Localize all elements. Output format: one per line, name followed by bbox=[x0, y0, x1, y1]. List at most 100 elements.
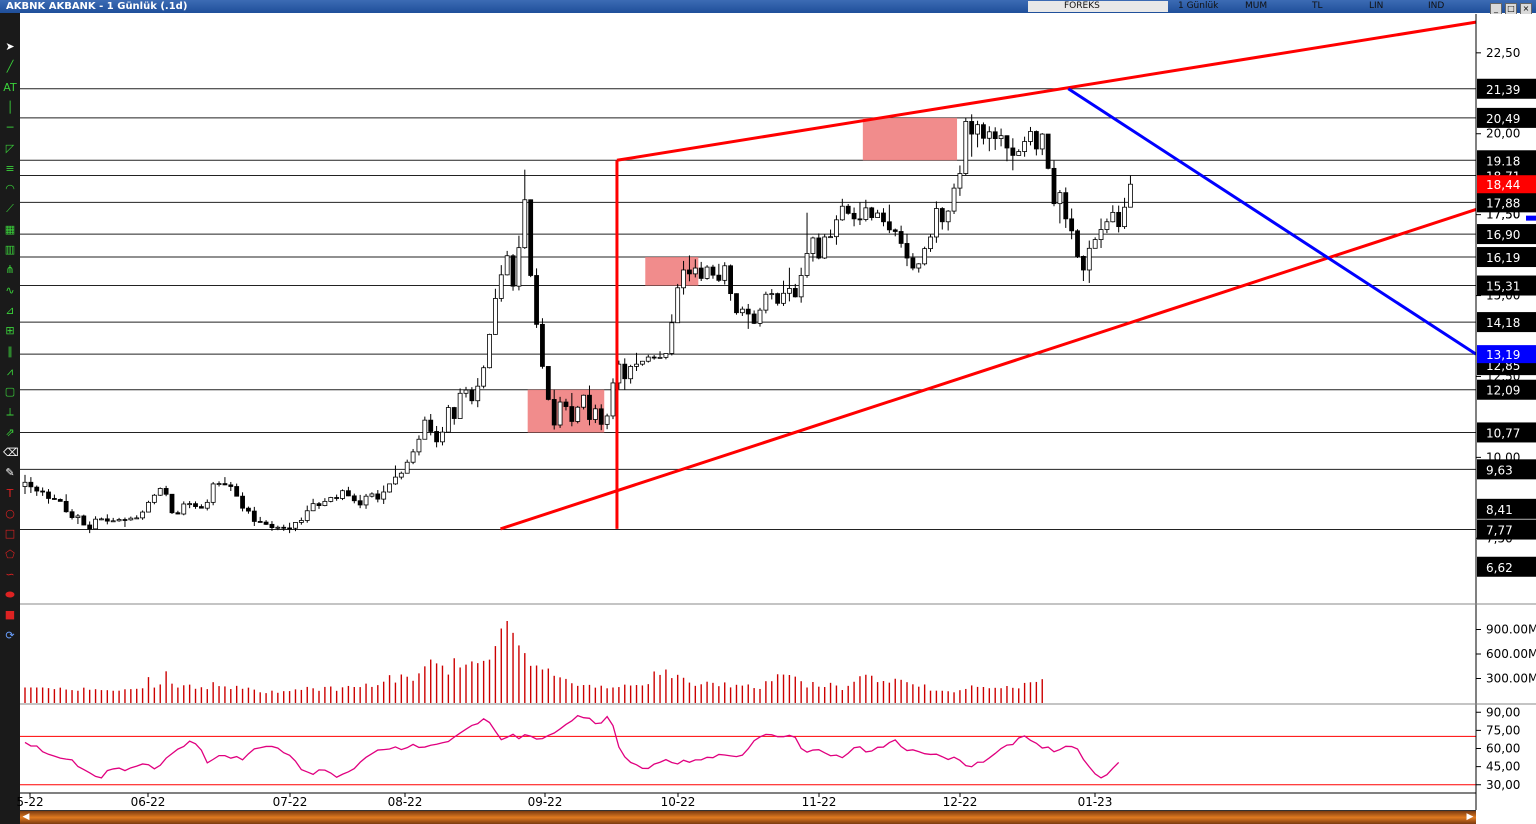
cursor-icon[interactable]: ➤ bbox=[5, 40, 15, 53]
candle bbox=[1098, 229, 1104, 240]
at-text-icon[interactable]: AT bbox=[3, 80, 17, 94]
candle bbox=[963, 121, 969, 174]
toolbar-indicators[interactable]: IND bbox=[1428, 1, 1445, 11]
maximize-button[interactable]: □ bbox=[1505, 3, 1517, 15]
candle bbox=[234, 486, 240, 497]
toolbar-strip[interactable] bbox=[1028, 1, 1168, 12]
fill-rect-icon[interactable]: ■ bbox=[4, 608, 16, 622]
candle bbox=[739, 308, 745, 314]
refresh-icon[interactable]: ⟳ bbox=[5, 628, 15, 642]
candle bbox=[122, 519, 128, 521]
candle bbox=[951, 187, 957, 212]
trendline-support bbox=[500, 208, 1477, 531]
axis-area bbox=[1476, 14, 1536, 810]
pitchfork-icon[interactable]: ⋔ bbox=[5, 263, 15, 277]
vertical-line-icon[interactable]: │ bbox=[6, 100, 14, 114]
blue-line-label: 17,50 bbox=[1486, 208, 1520, 222]
cycle-icon[interactable]: ⊞ bbox=[5, 324, 15, 338]
candle bbox=[675, 287, 681, 324]
close-button[interactable]: × bbox=[1520, 3, 1532, 15]
candle bbox=[81, 515, 87, 526]
candle bbox=[522, 199, 528, 249]
level-label: 7,77 bbox=[1486, 524, 1513, 538]
volume-tick-label: 300.00M bbox=[1486, 672, 1536, 686]
candle bbox=[110, 520, 116, 523]
candle bbox=[792, 288, 798, 298]
candle bbox=[375, 493, 381, 500]
scroll-right-icon[interactable]: ▶ bbox=[1466, 812, 1474, 822]
box-icon[interactable]: ▢ bbox=[4, 385, 16, 399]
price-tick-label: 10,00 bbox=[1486, 450, 1520, 464]
candle bbox=[204, 501, 210, 509]
candle bbox=[975, 124, 980, 135]
candle bbox=[140, 511, 146, 519]
candle bbox=[57, 499, 63, 502]
level-label-box bbox=[1477, 379, 1536, 400]
text-icon[interactable]: T bbox=[6, 486, 14, 500]
candle bbox=[40, 490, 46, 493]
candle bbox=[540, 323, 545, 367]
candle bbox=[1033, 131, 1039, 150]
candle bbox=[193, 503, 198, 507]
candle bbox=[640, 360, 645, 365]
toolbar-scale[interactable]: LIN bbox=[1369, 1, 1384, 11]
candle bbox=[769, 293, 775, 296]
candle bbox=[886, 221, 892, 231]
channel-icon[interactable]: ◸ bbox=[5, 141, 15, 155]
fibonacci-icon[interactable]: ≡ bbox=[5, 161, 15, 175]
candle bbox=[681, 269, 686, 289]
horizontal-line-icon[interactable]: ─ bbox=[6, 121, 14, 135]
candle bbox=[851, 212, 857, 220]
curve-icon[interactable]: ∽ bbox=[5, 567, 15, 581]
toolbar-currency[interactable]: TL bbox=[1312, 1, 1323, 11]
candle bbox=[645, 356, 651, 362]
zigzag-icon[interactable]: ⩘ bbox=[6, 364, 14, 378]
polygon-icon[interactable]: ⬠ bbox=[5, 547, 15, 561]
eraser-icon[interactable]: ⌫ bbox=[3, 446, 19, 459]
candle bbox=[157, 488, 163, 496]
candle bbox=[992, 131, 998, 139]
wave-icon[interactable]: ∿ bbox=[5, 283, 15, 297]
ellipse-icon[interactable]: ⬬ bbox=[5, 588, 15, 602]
toolbar-period[interactable]: 1 Günlük bbox=[1178, 1, 1219, 11]
toolbar-candle-type[interactable]: MUM bbox=[1245, 1, 1268, 11]
speed-icon[interactable]: ⟂ bbox=[6, 405, 14, 419]
candle bbox=[787, 288, 792, 294]
scroll-left-icon[interactable]: ◀ bbox=[22, 812, 30, 822]
line-tool-icon[interactable]: ╱ bbox=[6, 60, 14, 74]
rectangle-icon[interactable]: □ bbox=[4, 527, 16, 541]
candle bbox=[169, 493, 175, 514]
candle bbox=[557, 401, 563, 426]
candle bbox=[728, 265, 733, 295]
candle bbox=[99, 518, 104, 521]
candle bbox=[487, 333, 492, 369]
candle bbox=[28, 481, 34, 488]
candle bbox=[1010, 147, 1016, 156]
toolbar-foreks[interactable]: FOREKS bbox=[1064, 1, 1100, 11]
price-tick-label: 20,00 bbox=[1486, 127, 1520, 141]
ruler-icon[interactable]: ▥ bbox=[4, 243, 16, 256]
candle bbox=[839, 205, 845, 221]
parallel-icon[interactable]: ∥ bbox=[7, 344, 13, 358]
fan-icon[interactable]: ⟋ bbox=[6, 202, 14, 216]
arrow-icon[interactable]: ⇗ bbox=[5, 425, 15, 439]
time-scrollbar[interactable]: ◀ ▶ bbox=[20, 810, 1476, 824]
circle-icon[interactable]: ○ bbox=[5, 506, 15, 520]
level-label: 14,18 bbox=[1486, 316, 1520, 330]
gann-icon[interactable]: ⊿ bbox=[5, 303, 15, 317]
oscillator-tick-label: 45,00 bbox=[1486, 760, 1520, 774]
arc-icon[interactable]: ◠ bbox=[5, 182, 15, 196]
minimize-button[interactable]: _ bbox=[1490, 3, 1502, 15]
candle bbox=[263, 521, 269, 525]
candle bbox=[545, 366, 551, 400]
candle bbox=[298, 520, 304, 523]
candle bbox=[146, 501, 151, 513]
candle bbox=[475, 385, 481, 402]
pen-icon[interactable]: ✎ bbox=[5, 466, 15, 480]
candle bbox=[698, 267, 704, 279]
grid-icon[interactable]: ▦ bbox=[4, 222, 16, 236]
blue-end-label: 13,19 bbox=[1486, 348, 1520, 362]
highlight-box bbox=[527, 389, 605, 433]
level-label: 10,77 bbox=[1486, 426, 1520, 440]
